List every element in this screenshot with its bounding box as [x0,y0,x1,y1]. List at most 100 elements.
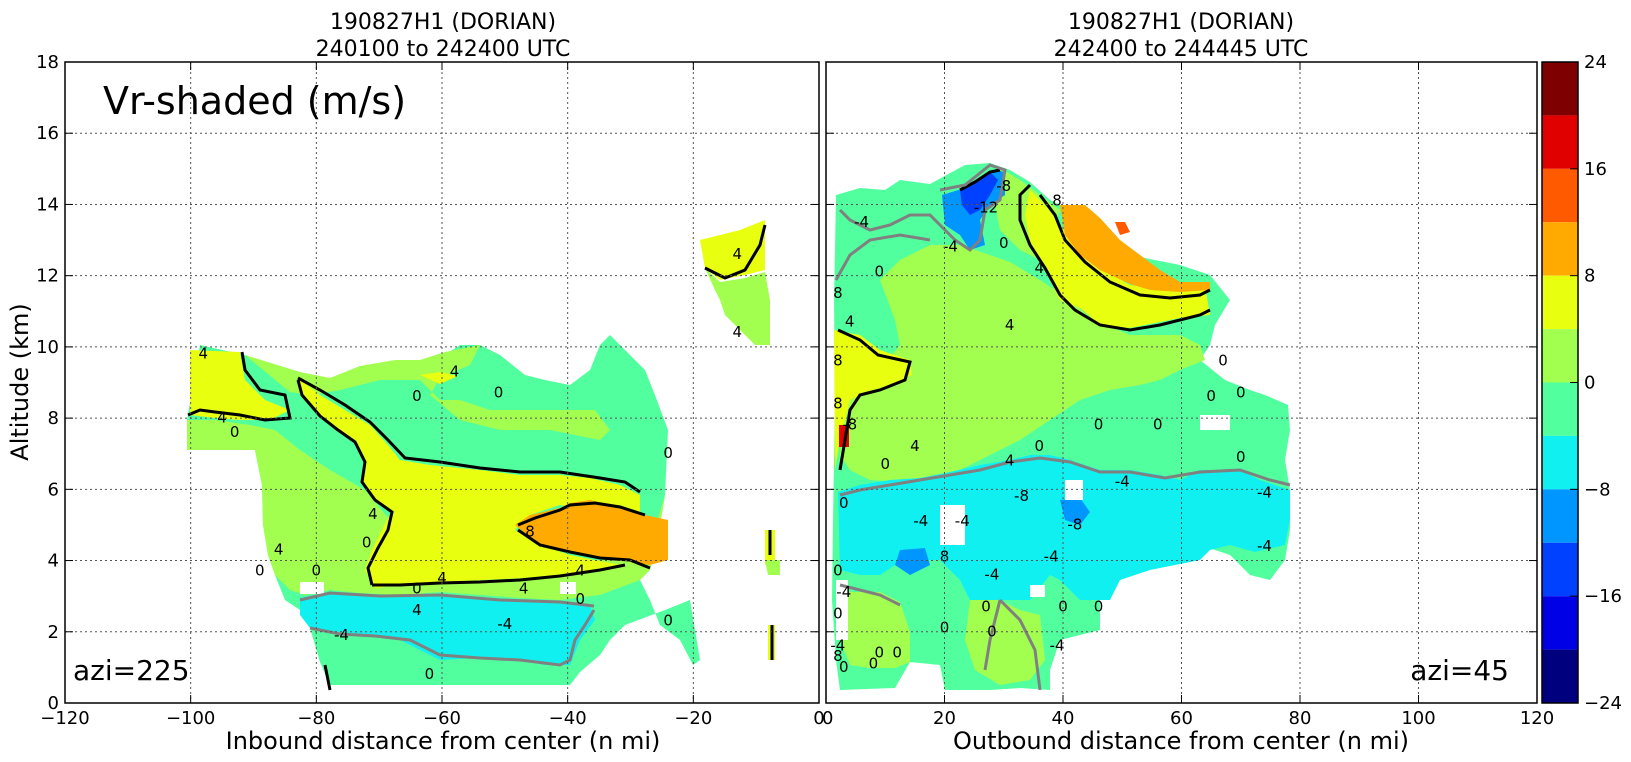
right-contour-label: 4 [1005,451,1015,469]
right-contours [834,163,1291,691]
right-contour-label: -8 [1067,515,1082,533]
right-field-gap-3 [1200,415,1230,430]
right-title-line2: 242400 to 244445 UTC [1054,37,1309,62]
colorbar-tick-label: 0 [1584,373,1595,394]
right-x-tick-label: 120 [1520,708,1554,729]
left-contour-8 [517,501,651,570]
left-y-axis-label: Altitude (km) [6,303,34,460]
left-contour-label: 0 [412,387,422,405]
right-x-ticks: 0 20 40 60 80 100 120 [822,62,1554,729]
right-contour-label: -8 [996,177,1011,195]
right-contour-label: 0 [1206,387,1216,405]
left-contour-label: 0 [425,665,435,683]
right-field-gap-2 [1065,480,1083,500]
right-contour-label: -4 [830,637,845,655]
left-x-tick-label: −40 [549,708,587,729]
right-x-tick-label: 20 [933,708,956,729]
right-contour-label: 8 [833,284,843,302]
colorbar-band [1542,489,1578,543]
right-x-tick-label: 0 [822,708,833,729]
colorbar-band [1542,435,1578,490]
right-field-neg8-blob-2 [895,548,930,575]
right-field-lower-green [840,592,910,668]
left-y-tick-label: 10 [36,337,59,358]
right-contour-label: 0 [1094,597,1104,615]
colorbar-band [1542,382,1578,436]
right-contour-neg4-west [834,233,931,281]
left-contour-4-edge [768,530,774,660]
right-contour-label: 0 [869,654,879,672]
right-field-16-to-20 [839,425,849,447]
right-field-8-to-12 [1060,205,1210,292]
right-contour-label: 4 [1005,316,1015,334]
left-contour-4-north [704,224,767,280]
left-y-tick-label: 14 [36,194,59,215]
right-contour-label: 4 [1035,259,1045,277]
left-x-tick-label: −120 [40,708,89,729]
right-x-tick-label: 100 [1401,708,1435,729]
left-x-tick-label: −60 [423,708,461,729]
left-contour-4-lower [296,379,394,586]
left-contour-4-south [372,563,626,587]
right-contour-label: -12 [974,199,999,217]
left-contour-label: 0 [230,423,240,441]
right-contour-label: 0 [981,597,991,615]
colorbar-bands [1542,62,1578,703]
left-title-line2: 240100 to 242400 UTC [316,37,571,62]
right-contour-label: 0 [875,263,885,281]
left-x-axis-label: Inbound distance from center (n mi) [226,727,661,755]
right-contour-label: 8 [1052,191,1062,209]
right-contour-label: -4 [913,512,928,530]
right-contour-label: 4 [910,437,920,455]
right-contour-neg4-sw [839,583,901,607]
right-contour-label: -4 [1050,637,1065,655]
colorbar-band [1542,168,1578,223]
right-contour-neg4-lower [983,598,1042,691]
colorbar-band [1542,649,1578,703]
right-contour-label: 8 [833,394,843,412]
right-field-12-to-16 [1115,222,1130,235]
left-inset-label: Vr-shaded (m/s) [103,79,406,123]
left-field-neg4-to-neg8 [300,592,595,665]
colorbar-tick-label: −8 [1584,479,1611,500]
left-contour-label: 0 [255,562,265,580]
left-contour-label: 4 [733,323,743,341]
right-contour-label: -4 [984,565,999,583]
left-contour-label: 0 [362,533,372,551]
left-title-line1: 190827H1 (DORIAN) [330,10,556,35]
right-data-field [832,163,1290,690]
right-contour-neg4-belt [839,456,1291,497]
left-contour-label: 8 [525,523,535,541]
colorbar-tick-labels: 24 16 8 0 −8 −16 −24 [1570,52,1622,714]
left-panel: 190827H1 (DORIAN) 240100 to 242400 UTC [6,10,825,755]
left-x-tick-label: −100 [166,708,215,729]
left-field-8-to-12 [515,500,668,565]
right-contour-4-west [837,328,912,471]
right-contour-label: 0 [833,562,843,580]
right-contour-label: 8 [833,647,843,665]
right-contour-label: 0 [1236,384,1246,402]
colorbar-tick-label: −24 [1584,693,1622,714]
left-y-tick-label: 4 [48,551,59,572]
colorbar: 24 16 8 0 −8 −16 −24 [1541,52,1622,714]
left-y-tick-label: 16 [36,123,59,144]
left-contour-4-small [323,664,332,691]
right-contour-label: -4 [836,583,851,601]
right-contour-label: 0 [892,644,902,662]
left-contour-label: 0 [494,384,504,402]
right-contour-label: -4 [955,512,970,530]
right-contour-label: 0 [833,604,843,622]
left-contour-label: -4 [497,615,512,633]
left-contour-0-upper [299,591,595,608]
right-title-line1: 190827H1 (DORIAN) [1068,10,1294,35]
right-contour-neg8 [959,168,1001,192]
right-contour-label: -4 [1044,547,1059,565]
right-grid [826,62,1537,703]
right-contour-0-upper [838,163,1007,252]
colorbar-tick-label: 16 [1584,159,1607,180]
right-contour-label: -4 [1257,483,1272,501]
left-x-ticks: −120 −100 −80 −60 −40 −20 0 [40,62,825,729]
right-x-tick-label: 80 [1289,708,1312,729]
right-contour-label: -4 [1115,473,1130,491]
